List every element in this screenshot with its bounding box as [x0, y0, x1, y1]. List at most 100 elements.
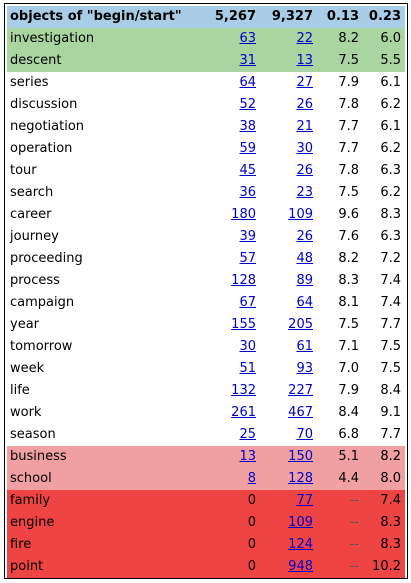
row-word: business — [7, 446, 198, 468]
count-start-link[interactable]: 48 — [296, 251, 313, 266]
count-start-link[interactable]: 13 — [296, 53, 313, 68]
count-begin: 0 — [198, 534, 260, 556]
row-word: family — [7, 490, 198, 512]
count-start-link[interactable]: 109 — [288, 515, 313, 530]
table-row: campaign 67 64 8.1 7.4 — [7, 292, 405, 314]
score-start: 6.2 — [380, 97, 401, 112]
count-begin-link[interactable]: 45 — [239, 163, 256, 178]
score-begin: 7.8 — [338, 97, 359, 112]
score-begin: 8.1 — [338, 295, 359, 310]
score-begin: 7.0 — [338, 361, 359, 376]
table-row: engine 0 109 -- 8.3 — [7, 512, 405, 534]
count-start-link[interactable]: 26 — [296, 163, 313, 178]
count-start-link[interactable]: 26 — [296, 97, 313, 112]
count-begin-link[interactable]: 30 — [239, 339, 256, 354]
header-total-begin: 5,267 — [198, 6, 260, 28]
count-begin-link[interactable]: 52 — [239, 97, 256, 112]
count-start-link[interactable]: 77 — [296, 493, 313, 508]
count-start-link[interactable]: 93 — [296, 361, 313, 376]
count-start-link[interactable]: 27 — [296, 75, 313, 90]
score-start: 8.3 — [380, 207, 401, 222]
count-begin-link[interactable]: 25 — [239, 427, 256, 442]
score-start: 7.5 — [380, 339, 401, 354]
row-word: engine — [7, 512, 198, 534]
table-row: point 0 948 -- 10.2 — [7, 556, 405, 578]
row-word: investigation — [7, 28, 198, 50]
row-word: work — [10, 405, 42, 420]
count-start-link[interactable]: 467 — [288, 405, 313, 420]
count-start-link[interactable]: 124 — [288, 537, 313, 552]
count-start-link[interactable]: 948 — [288, 559, 313, 574]
row-word: process — [10, 273, 60, 288]
score-start: 7.4 — [380, 273, 401, 288]
count-start-link[interactable]: 23 — [296, 185, 313, 200]
count-begin: 0 — [198, 490, 260, 512]
score-start: 6.2 — [380, 185, 401, 200]
header-title: objects of "begin/start" — [7, 6, 198, 28]
count-start-link[interactable]: 30 — [296, 141, 313, 156]
row-word: school — [7, 468, 198, 490]
row-word: series — [10, 75, 49, 90]
row-word: proceeding — [10, 251, 83, 266]
score-begin: -- — [317, 512, 363, 534]
count-begin-link[interactable]: 39 — [239, 229, 256, 244]
table-row: negotiation 38 21 7.7 6.1 — [7, 116, 405, 138]
count-start-link[interactable]: 150 — [288, 449, 313, 464]
score-begin: 5.1 — [317, 446, 363, 468]
count-begin-link[interactable]: 31 — [239, 53, 256, 68]
score-start: 6.3 — [380, 163, 401, 178]
score-begin: 4.4 — [317, 468, 363, 490]
table-row: fire 0 124 -- 8.3 — [7, 534, 405, 556]
row-word: fire — [7, 534, 198, 556]
row-word: negotiation — [10, 119, 85, 134]
count-begin-link[interactable]: 8 — [247, 471, 256, 486]
score-start: 10.2 — [363, 556, 405, 578]
count-start-link[interactable]: 70 — [296, 427, 313, 442]
collocation-table-frame: objects of "begin/start" 5,267 9,327 0.1… — [4, 3, 408, 579]
table-row: operation 59 30 7.7 6.2 — [7, 138, 405, 160]
count-begin-link[interactable]: 180 — [231, 207, 256, 222]
count-begin: 0 — [198, 556, 260, 578]
row-word: tour — [10, 163, 37, 178]
count-begin-link[interactable]: 63 — [239, 31, 256, 46]
row-word: life — [10, 383, 30, 398]
count-start-link[interactable]: 227 — [288, 383, 313, 398]
table-row: process 128 89 8.3 7.4 — [7, 270, 405, 292]
count-start-link[interactable]: 89 — [296, 273, 313, 288]
count-start-link[interactable]: 109 — [288, 207, 313, 222]
count-begin-link[interactable]: 128 — [231, 273, 256, 288]
count-start-link[interactable]: 26 — [296, 229, 313, 244]
score-begin: 8.2 — [317, 28, 363, 50]
table-row: school 8 128 4.4 8.0 — [7, 468, 405, 490]
row-word: career — [10, 207, 52, 222]
count-begin-link[interactable]: 38 — [239, 119, 256, 134]
count-begin-link[interactable]: 132 — [231, 383, 256, 398]
row-word: week — [10, 361, 45, 376]
count-begin-link[interactable]: 64 — [239, 75, 256, 90]
count-begin-link[interactable]: 67 — [239, 295, 256, 310]
count-start-link[interactable]: 205 — [288, 317, 313, 332]
row-word: campaign — [10, 295, 75, 310]
count-start-link[interactable]: 21 — [296, 119, 313, 134]
count-start-link[interactable]: 128 — [288, 471, 313, 486]
table-row: week 51 93 7.0 7.5 — [7, 358, 405, 380]
table-header-row: objects of "begin/start" 5,267 9,327 0.1… — [7, 6, 405, 28]
count-begin-link[interactable]: 261 — [231, 405, 256, 420]
count-begin-link[interactable]: 13 — [239, 449, 256, 464]
count-begin-link[interactable]: 57 — [239, 251, 256, 266]
score-start: 5.5 — [363, 50, 405, 72]
score-start: 7.7 — [380, 427, 401, 442]
collocation-table: objects of "begin/start" 5,267 9,327 0.1… — [7, 6, 405, 578]
score-start: 7.4 — [380, 295, 401, 310]
table-row: investigation 63 22 8.2 6.0 — [7, 28, 405, 50]
header-ratio-begin: 0.13 — [317, 6, 363, 28]
count-begin-link[interactable]: 59 — [239, 141, 256, 156]
count-start-link[interactable]: 22 — [296, 31, 313, 46]
score-start: 8.3 — [363, 534, 405, 556]
count-begin-link[interactable]: 36 — [239, 185, 256, 200]
count-start-link[interactable]: 64 — [296, 295, 313, 310]
count-begin-link[interactable]: 51 — [239, 361, 256, 376]
count-begin-link[interactable]: 155 — [231, 317, 256, 332]
count-start-link[interactable]: 61 — [296, 339, 313, 354]
score-begin: 8.2 — [338, 251, 359, 266]
